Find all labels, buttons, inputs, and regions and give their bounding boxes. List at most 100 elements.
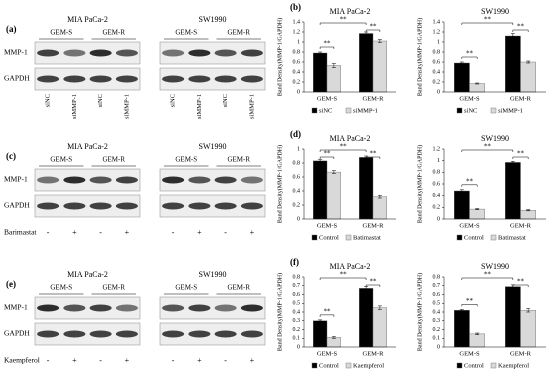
condition: GEM-S [50,156,72,164]
y-tick-label: 1 [297,146,300,152]
band [240,202,263,210]
cell-line: SW1990 [199,15,227,24]
y-tick-label: 1 [437,158,440,164]
legend-label: Control [464,234,484,241]
x-tick-label: GEM-S [459,350,480,357]
significance-bracket [319,22,367,25]
chart-title: SW1990 [481,7,509,16]
bar [454,190,470,220]
y-tick-label: 0 [297,216,300,222]
significance-bracket [461,304,478,307]
bar [505,286,521,348]
significance-bracket [319,46,335,49]
legend-label: siNC [464,107,477,114]
band [89,176,112,184]
y-tick-label: 0.8 [293,274,301,280]
y-tick-label: 0.4 [433,193,441,199]
y-tick-label: 0.4 [293,188,301,194]
chart-title: SW1990 [481,134,509,143]
y-tick-label: 0.2 [293,327,301,333]
blot-frame [159,168,266,192]
x-tick-label: GEM-R [510,222,532,229]
lane-label: + [197,228,202,237]
x-tick-label: GEM-S [317,95,338,102]
cell-line: MIA PaCa-2 [67,15,108,24]
band [63,304,86,312]
condition: GEM-R [102,156,125,164]
blot-frame [159,67,266,91]
error-bar [459,189,464,193]
chart-title: MIA PaCa-2 [330,262,371,271]
band [188,304,211,312]
legend-label: Kaempferol [353,362,384,369]
y-tick-label: 0.7 [433,283,441,289]
y-tick-label: 0.8 [293,160,301,166]
band [63,49,86,57]
significance-label: ** [517,23,525,31]
legend-swatch [490,362,497,369]
panel-label: (a) [6,24,17,34]
band [63,202,86,210]
error-bar [459,61,464,65]
lane-label: siMMP-1 [248,94,255,119]
lane-label: - [172,356,175,365]
band [115,176,138,184]
significance-label: ** [466,177,474,185]
band [162,75,185,83]
band [162,330,185,338]
error-bar [377,39,382,43]
y-tick-label: 0.2 [433,205,441,211]
bar [372,40,388,93]
panel-label: (d) [290,129,301,139]
significance-label: ** [324,307,332,315]
band [63,75,86,83]
panel-label: (b) [290,2,301,12]
x-tick-label: GEM-S [317,222,338,229]
band [115,330,138,338]
significance-label: ** [370,23,378,31]
y-tick-label: 0 [437,216,440,222]
lane-label: siMMP-1 [71,94,78,119]
error-bar [475,82,480,85]
y-axis-label: Band Density(MMP-1/GAPDH) [416,273,423,351]
treatment-label: Barimastat [4,228,37,237]
y-tick-label: 0.2 [293,79,301,85]
error-bar [377,194,382,199]
y-tick-label: 0.5 [293,301,301,307]
error-bar [318,319,323,322]
y-tick-label: 0.6 [293,174,301,180]
y-tick-label: 0.8 [293,49,301,55]
x-tick-label: GEM-S [459,222,480,229]
lane-label: + [72,228,77,237]
chart-title: SW1990 [481,262,509,271]
row-label: MMP-1 [4,48,28,57]
lane-label: + [250,356,255,365]
condition: GEM-R [102,284,125,292]
significance-bracket [461,149,514,152]
legend-label: Batimastat [498,234,526,241]
x-tick-label: GEM-S [459,95,480,102]
error-bar [331,63,336,68]
bar [505,162,521,220]
band [89,202,112,210]
legend-swatch [311,234,318,241]
y-tick-label: 0.2 [433,79,441,85]
lane-label: siNC [45,94,52,107]
y-tick-label: 0.7 [293,283,301,289]
row-label: GAPDH [4,329,30,338]
error-bar [526,308,531,313]
y-tick-label: 1.4 [293,19,301,25]
x-tick-label: GEM-S [317,350,338,357]
condition: GEM-S [175,156,197,164]
significance-label: ** [517,278,525,286]
blot-frame [34,296,141,320]
lane-label: siMMP-1 [196,94,203,119]
significance-bracket [319,156,335,159]
band [240,176,263,184]
legend-swatch [311,362,318,369]
blot-frame [34,194,141,218]
legend-swatch [456,234,463,241]
x-tick-label: GEM-R [510,95,532,102]
significance-bracket [365,29,381,32]
lane-label: - [47,228,50,237]
